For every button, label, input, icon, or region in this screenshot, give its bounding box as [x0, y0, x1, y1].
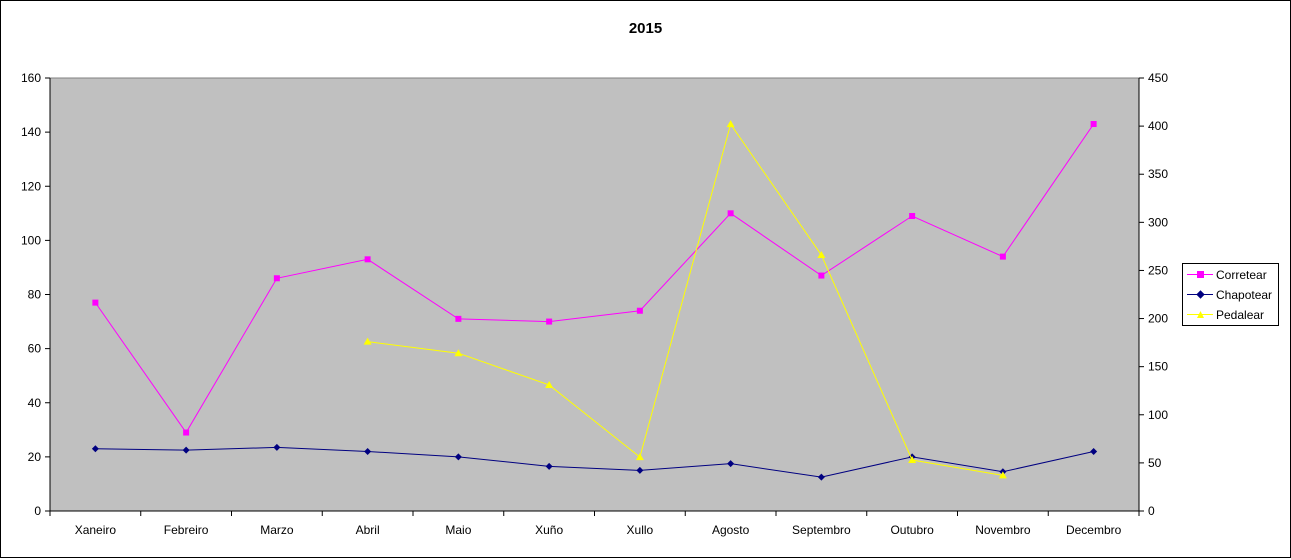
point-pedalear	[545, 380, 554, 388]
point-chapotear	[636, 466, 644, 474]
point-corretear	[183, 429, 190, 436]
point-chapotear	[1090, 447, 1098, 455]
point-corretear	[92, 299, 99, 306]
point-pedalear	[726, 120, 735, 128]
y-left-tick-label: 20	[28, 450, 42, 464]
point-chapotear	[182, 446, 190, 454]
y-right-tick-label: 450	[1148, 71, 1168, 85]
y-right-tick-label: 150	[1148, 360, 1168, 374]
point-pedalear	[454, 349, 463, 357]
legend-label-corretear: Corretear	[1216, 268, 1267, 282]
point-pedalear	[635, 453, 644, 461]
point-chapotear	[727, 460, 735, 468]
y-right-tick-label: 50	[1148, 456, 1162, 470]
y-left-tick-label: 0	[34, 504, 41, 518]
point-corretear	[273, 275, 280, 282]
point-pedalear	[363, 337, 372, 345]
point-chapotear	[817, 473, 825, 481]
point-corretear	[455, 315, 462, 322]
y-left-tick-label: 60	[28, 342, 42, 356]
y-right-tick-label: 0	[1148, 504, 1155, 518]
x-tick-label: Maio	[445, 523, 471, 537]
x-tick-label: Xaneiro	[75, 523, 117, 537]
x-tick-label: Xullo	[627, 523, 654, 537]
legend-item-corretear: Corretear	[1187, 266, 1267, 284]
y-right-tick-label: 200	[1148, 312, 1168, 326]
x-tick-label: Febreiro	[164, 523, 209, 537]
y-left-tick-label: 120	[21, 179, 41, 193]
y-left-tick-label: 80	[28, 288, 42, 302]
legend-label-chapotear: Chapotear	[1216, 288, 1273, 302]
x-tick-label: Marzo	[260, 523, 294, 537]
x-tick-label: Decembro	[1066, 523, 1122, 537]
series-line-pedalear	[367, 123, 1003, 476]
x-tick-label: Septembro	[792, 523, 851, 537]
legend-item-pedalear: Pedalear	[1187, 306, 1264, 324]
plot-area	[49, 77, 1140, 512]
point-corretear	[727, 210, 734, 217]
x-tick-label: Abril	[356, 523, 380, 537]
legend-label-pedalear: Pedalear	[1216, 308, 1265, 322]
legend-swatch-pedalear	[1187, 310, 1213, 320]
series-line-corretear	[94, 123, 1095, 434]
point-pedalear	[817, 251, 826, 259]
legend-item-chapotear: Chapotear	[1187, 286, 1272, 304]
point-pedalear	[998, 471, 1007, 479]
y-left-tick-label: 40	[28, 396, 42, 410]
point-chapotear	[91, 445, 99, 453]
point-corretear	[636, 307, 643, 314]
x-tick-label: Outubro	[890, 523, 934, 537]
chart-title: 2015	[628, 20, 663, 37]
point-chapotear	[273, 443, 281, 451]
point-pedalear	[908, 456, 917, 464]
legend-swatch-chapotear	[1187, 290, 1213, 300]
legend-swatch-corretear	[1187, 270, 1213, 280]
y-right-tick-label: 250	[1148, 263, 1168, 277]
y-left-tick-label: 100	[21, 233, 41, 247]
point-corretear	[999, 253, 1006, 260]
point-chapotear	[454, 453, 462, 461]
x-tick-label: Agosto	[712, 523, 750, 537]
y-right-tick-label: 350	[1148, 167, 1168, 181]
point-corretear	[909, 213, 916, 220]
point-corretear	[364, 256, 371, 263]
y-right-tick-label: 400	[1148, 119, 1168, 133]
x-tick-label: Novembro	[975, 523, 1031, 537]
point-chapotear	[364, 447, 372, 455]
series-line-chapotear	[95, 446, 1094, 478]
y-left-tick-label: 140	[21, 125, 41, 139]
legend: Corretear Chapotear Pedalear	[1182, 263, 1279, 326]
y-left-tick-label: 160	[21, 71, 41, 85]
y-right-tick-label: 100	[1148, 408, 1168, 422]
x-tick-label: Xuño	[535, 523, 563, 537]
point-corretear	[1090, 121, 1097, 128]
y-right-tick-label: 300	[1148, 215, 1168, 229]
point-chapotear	[545, 462, 553, 470]
point-corretear	[818, 272, 825, 279]
point-corretear	[546, 318, 553, 325]
